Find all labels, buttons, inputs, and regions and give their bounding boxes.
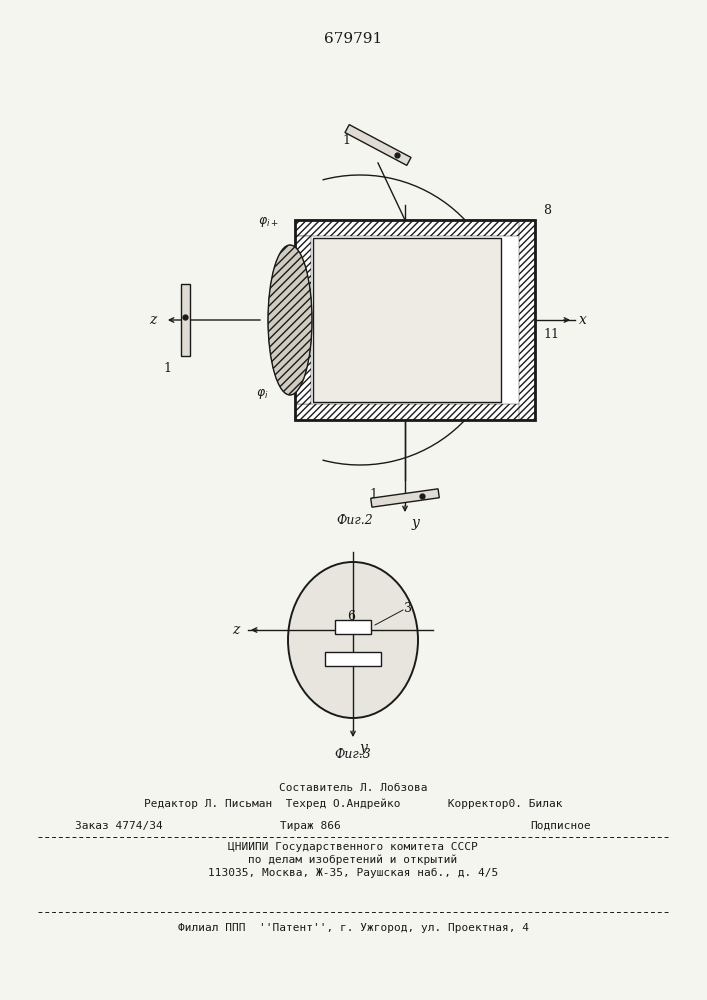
Text: Фиг.2: Фиг.2	[337, 514, 373, 526]
Text: Составитель Л. Лобзова: Составитель Л. Лобзова	[279, 783, 427, 793]
Text: ЦНИИПИ Государственного комитета СССР: ЦНИИПИ Государственного комитета СССР	[228, 842, 478, 852]
Text: Филиал ППП  ''Патент'', г. Ужгород, ул. Проектная, 4: Филиал ППП ''Патент'', г. Ужгород, ул. П…	[177, 923, 529, 933]
Text: 11: 11	[543, 328, 559, 342]
Text: $\varphi_{i+}$: $\varphi_{i+}$	[257, 215, 279, 229]
Text: 6: 6	[347, 609, 355, 622]
Bar	[295, 236, 311, 404]
Text: 113035, Москва, Ж-35, Раушская наб., д. 4/5: 113035, Москва, Ж-35, Раушская наб., д. …	[208, 868, 498, 878]
Text: Подписное: Подписное	[530, 821, 591, 831]
Text: 00': 00'	[380, 308, 399, 322]
Polygon shape	[370, 489, 439, 507]
Ellipse shape	[288, 562, 418, 718]
Text: 679791: 679791	[324, 32, 382, 46]
Text: 1: 1	[369, 488, 377, 502]
Text: y: y	[359, 741, 367, 755]
Ellipse shape	[268, 245, 312, 395]
Text: 9: 9	[278, 363, 286, 376]
Text: z: z	[233, 623, 240, 637]
Text: 1: 1	[163, 361, 171, 374]
Text: 1: 1	[342, 133, 350, 146]
Bar	[325, 652, 381, 666]
Bar	[295, 220, 535, 420]
Polygon shape	[180, 284, 189, 356]
Text: 8: 8	[543, 204, 551, 217]
Text: y: y	[411, 516, 419, 530]
Bar	[335, 620, 371, 634]
Bar	[295, 220, 535, 420]
Text: $\varphi_i$: $\varphi_i$	[256, 387, 269, 401]
Text: по делам изобретений и открытий: по делам изобретений и открытий	[248, 855, 457, 865]
Text: Заказ 4774/34: Заказ 4774/34	[75, 821, 163, 831]
Text: 7: 7	[364, 656, 372, 668]
Text: Фиг.3: Фиг.3	[334, 748, 371, 762]
Bar	[295, 404, 535, 420]
Text: 3: 3	[404, 601, 412, 614]
Text: Тираж 866: Тираж 866	[280, 821, 340, 831]
Bar	[295, 220, 535, 236]
Text: Редактор Л. Письман  Техред О.Андрейко       Корректор0. Билак: Редактор Л. Письман Техред О.Андрейко Ко…	[144, 799, 562, 809]
Text: x: x	[579, 313, 587, 327]
Bar	[313, 238, 501, 402]
Polygon shape	[345, 125, 411, 165]
Bar	[519, 220, 535, 420]
Text: z: z	[149, 313, 157, 327]
